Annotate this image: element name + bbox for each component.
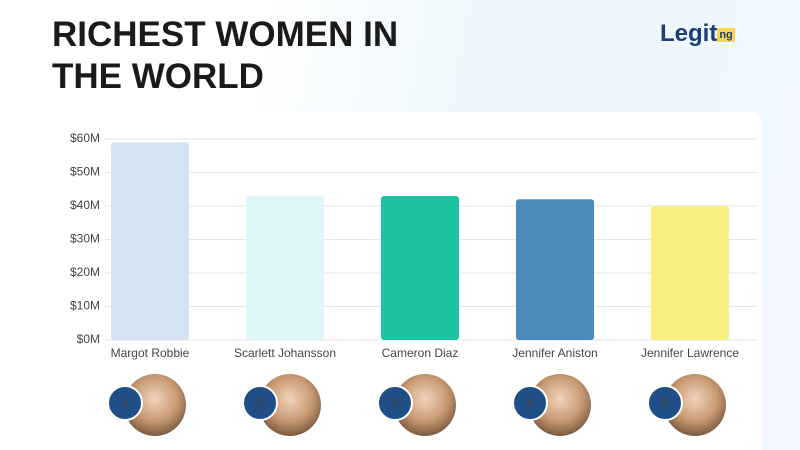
bar	[516, 199, 594, 340]
bar	[651, 206, 729, 340]
portrait	[664, 374, 726, 436]
logo-text: Legit	[660, 20, 718, 47]
y-tick-label: $0M	[77, 332, 100, 346]
logo-suffix: ng	[717, 27, 735, 42]
y-tick-label: $50M	[70, 165, 100, 179]
y-tick-label: $60M	[70, 131, 100, 145]
y-tick-label: $40M	[70, 198, 100, 212]
rank-number: 5	[662, 396, 669, 410]
portrait	[259, 374, 321, 436]
x-tick-label: Jennifer Lawrence	[641, 346, 739, 360]
portrait	[529, 374, 591, 436]
rank-number: 4	[527, 396, 534, 410]
rank-number: 3	[392, 396, 399, 410]
portrait	[394, 374, 456, 436]
y-tick-label: $10M	[70, 299, 100, 313]
bar	[246, 195, 324, 340]
portrait	[124, 374, 186, 436]
x-tick-label: Scarlett Johansson	[234, 346, 336, 360]
rank-number: 2	[257, 396, 264, 410]
rank-badge	[107, 385, 143, 421]
x-tick-label: Jennifer Aniston	[512, 346, 597, 360]
y-tick-label: $20M	[70, 265, 100, 279]
x-tick-label: Cameron Diaz	[382, 346, 459, 360]
x-tick-label: Margot Robbie	[111, 346, 190, 360]
rank-badge	[242, 385, 278, 421]
bar	[111, 142, 189, 340]
logo: Legit ng	[660, 20, 735, 48]
rank-badge	[377, 385, 413, 421]
y-tick-label: $30M	[70, 232, 100, 246]
bar	[381, 195, 459, 340]
rank-badge	[512, 385, 548, 421]
chart-title: RICHEST WOMEN IN THE WORLD	[52, 15, 399, 96]
rank-badge	[647, 385, 683, 421]
rank-number: 1	[122, 396, 129, 410]
